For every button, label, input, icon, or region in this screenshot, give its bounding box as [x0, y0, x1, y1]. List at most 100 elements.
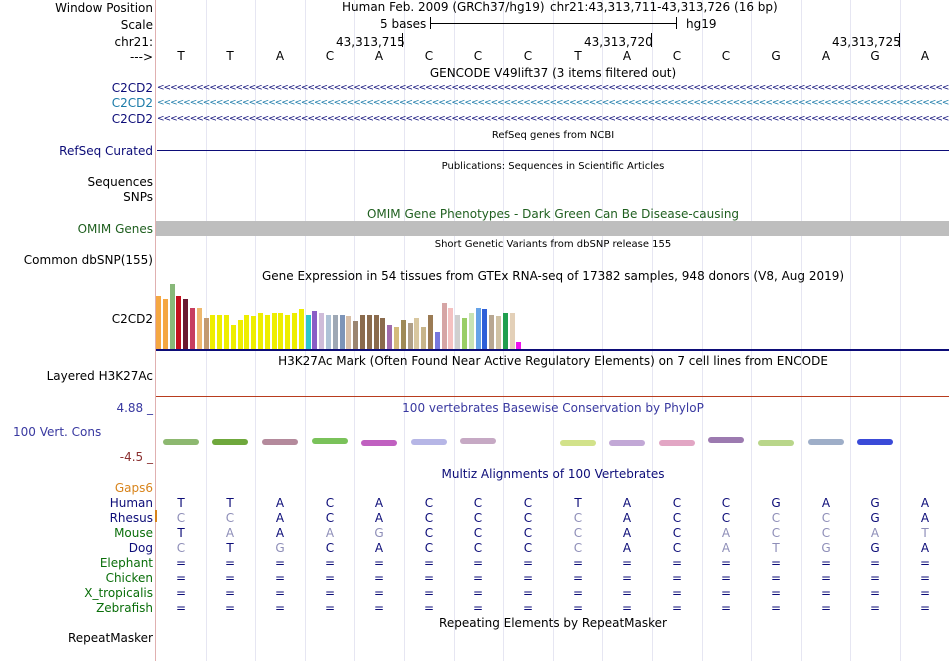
- species-label[interactable]: Mouse: [114, 526, 153, 540]
- gtex-label[interactable]: C2CD2: [111, 312, 153, 326]
- gtex-tissue-bar[interactable]: [285, 315, 291, 349]
- phylop-label[interactable]: 100 Vert. Cons: [13, 425, 102, 439]
- gtex-tissue-bar[interactable]: [271, 313, 277, 349]
- gtex-tissue-bar[interactable]: [190, 308, 195, 349]
- gtex-chart[interactable]: [156, 283, 556, 349]
- gtex-tissue-bar[interactable]: [380, 318, 386, 349]
- gtex-title[interactable]: Gene Expression in 54 tissues from GTEx …: [261, 269, 845, 283]
- repeatmasker-title[interactable]: Repeating Elements by RepeatMasker: [439, 616, 667, 630]
- gtex-tissue-bar[interactable]: [421, 327, 427, 349]
- gtex-tissue-bar[interactable]: [258, 313, 263, 349]
- species-label[interactable]: Elephant: [99, 556, 153, 570]
- gtex-tissue-bar[interactable]: [183, 299, 189, 349]
- h3k27ac-signal-line[interactable]: [156, 396, 949, 397]
- gtex-tissue-bar[interactable]: [230, 325, 236, 349]
- gtex-tissue-bar[interactable]: [339, 315, 345, 349]
- species-label[interactable]: Rhesus: [109, 511, 153, 525]
- gtex-tissue-bar[interactable]: [496, 316, 501, 349]
- gtex-tissue-bar[interactable]: [455, 315, 461, 349]
- gtex-tissue-bar[interactable]: [319, 313, 325, 349]
- gtex-tissue-bar[interactable]: [244, 315, 250, 349]
- gtex-tissue-bar[interactable]: [196, 308, 202, 349]
- phylop-score-mark[interactable]: [163, 439, 199, 445]
- refseq-title[interactable]: RefSeq genes from NCBI: [491, 130, 615, 141]
- gtex-tissue-bar[interactable]: [462, 318, 467, 349]
- gtex-tissue-bar[interactable]: [407, 323, 413, 349]
- gtex-tissue-bar[interactable]: [176, 296, 182, 349]
- phylop-title[interactable]: 100 vertebrates Basewise Conservation by…: [402, 401, 704, 415]
- gtex-tissue-bar[interactable]: [292, 313, 297, 349]
- gtex-tissue-bar[interactable]: [400, 320, 406, 349]
- gtex-tissue-bar[interactable]: [210, 315, 216, 349]
- gtex-tissue-bar[interactable]: [169, 284, 175, 349]
- omim-feature-bar[interactable]: [156, 221, 949, 236]
- h3k27ac-label[interactable]: Layered H3K27Ac: [46, 369, 153, 383]
- gtex-tissue-bar[interactable]: [448, 308, 454, 349]
- species-label[interactable]: Dog: [128, 541, 153, 555]
- gtex-tissue-bar[interactable]: [224, 315, 229, 349]
- multiz-gaps-label[interactable]: Gaps6: [114, 481, 153, 495]
- omim-label[interactable]: OMIM Genes: [77, 222, 153, 236]
- phylop-score-mark[interactable]: [758, 440, 794, 446]
- phylop-score-mark[interactable]: [808, 439, 844, 445]
- phylop-score-mark[interactable]: [460, 438, 496, 444]
- gtex-tissue-bar[interactable]: [516, 342, 522, 349]
- gtex-tissue-bar[interactable]: [251, 316, 257, 349]
- species-label[interactable]: X_tropicalis: [84, 586, 153, 600]
- gtex-tissue-bar[interactable]: [326, 315, 331, 349]
- gene-arrows[interactable]: <<<<<<<<<<<<<<<<<<<<<<<<<<<<<<<<<<<<<<<<…: [157, 83, 949, 93]
- gtex-tissue-bar[interactable]: [373, 315, 379, 349]
- gtex-tissue-bar[interactable]: [278, 313, 284, 349]
- species-label[interactable]: Zebrafish: [96, 601, 153, 615]
- gtex-tissue-bar[interactable]: [387, 325, 393, 349]
- gtex-tissue-bar[interactable]: [298, 309, 304, 349]
- gtex-tissue-bar[interactable]: [353, 321, 359, 349]
- gtex-tissue-bar[interactable]: [162, 299, 168, 349]
- repeatmasker-label[interactable]: RepeatMasker: [67, 631, 153, 645]
- gene-arrows[interactable]: <<<<<<<<<<<<<<<<<<<<<<<<<<<<<<<<<<<<<<<<…: [157, 98, 949, 108]
- phylop-score-mark[interactable]: [411, 439, 447, 445]
- species-label[interactable]: Human: [109, 496, 153, 510]
- gtex-tissue-bar[interactable]: [312, 311, 318, 349]
- gtex-tissue-bar[interactable]: [156, 296, 161, 349]
- refseq-gene-line[interactable]: [157, 150, 949, 151]
- gtex-tissue-bar[interactable]: [434, 332, 440, 349]
- gtex-tissue-bar[interactable]: [346, 316, 352, 349]
- gtex-tissue-bar[interactable]: [414, 318, 420, 349]
- gtex-tissue-bar[interactable]: [502, 313, 508, 349]
- dbsnp-title[interactable]: Short Genetic Variants from dbSNP releas…: [434, 239, 672, 250]
- multiz-title[interactable]: Multiz Alignments of 100 Vertebrates: [441, 467, 665, 481]
- gtex-tissue-bar[interactable]: [468, 313, 474, 349]
- phylop-score-mark[interactable]: [659, 440, 695, 446]
- gtex-tissue-bar[interactable]: [360, 315, 365, 349]
- gtex-tissue-bar[interactable]: [441, 303, 447, 349]
- phylop-score-mark[interactable]: [560, 440, 596, 446]
- gtex-tissue-bar[interactable]: [332, 315, 338, 349]
- phylop-score-mark[interactable]: [609, 440, 645, 446]
- gencode-title[interactable]: GENCODE V49lift37 (3 items filtered out): [429, 66, 677, 80]
- gene-arrows[interactable]: <<<<<<<<<<<<<<<<<<<<<<<<<<<<<<<<<<<<<<<<…: [157, 114, 949, 124]
- gtex-tissue-bar[interactable]: [428, 315, 433, 349]
- gencode-item-label[interactable]: C2CD2: [111, 112, 153, 126]
- publications-label[interactable]: Sequences: [87, 175, 153, 189]
- dbsnp-label[interactable]: Common dbSNP(155): [23, 253, 153, 267]
- gencode-item-label[interactable]: C2CD2: [111, 96, 153, 110]
- gtex-tissue-bar[interactable]: [237, 320, 243, 349]
- gtex-tissue-bar[interactable]: [509, 313, 515, 349]
- phylop-score-mark[interactable]: [212, 439, 248, 445]
- h3k27ac-title[interactable]: H3K27Ac Mark (Often Found Near Active Re…: [278, 354, 828, 368]
- species-label[interactable]: Chicken: [105, 571, 153, 585]
- phylop-score-mark[interactable]: [262, 439, 298, 445]
- gtex-tissue-bar[interactable]: [203, 318, 209, 349]
- publications-title[interactable]: Publications: Sequences in Scientific Ar…: [441, 161, 665, 172]
- gtex-tissue-bar[interactable]: [482, 309, 488, 349]
- gtex-tissue-bar[interactable]: [394, 327, 399, 349]
- phylop-score-mark[interactable]: [708, 437, 744, 443]
- publications-label[interactable]: SNPs: [123, 190, 153, 204]
- omim-title[interactable]: OMIM Gene Phenotypes - Dark Green Can Be…: [366, 207, 740, 221]
- phylop-score-mark[interactable]: [312, 438, 348, 444]
- gtex-tissue-bar[interactable]: [217, 315, 223, 349]
- gencode-item-label[interactable]: C2CD2: [111, 81, 153, 95]
- gtex-tissue-bar[interactable]: [489, 315, 495, 349]
- gtex-tissue-bar[interactable]: [475, 308, 481, 349]
